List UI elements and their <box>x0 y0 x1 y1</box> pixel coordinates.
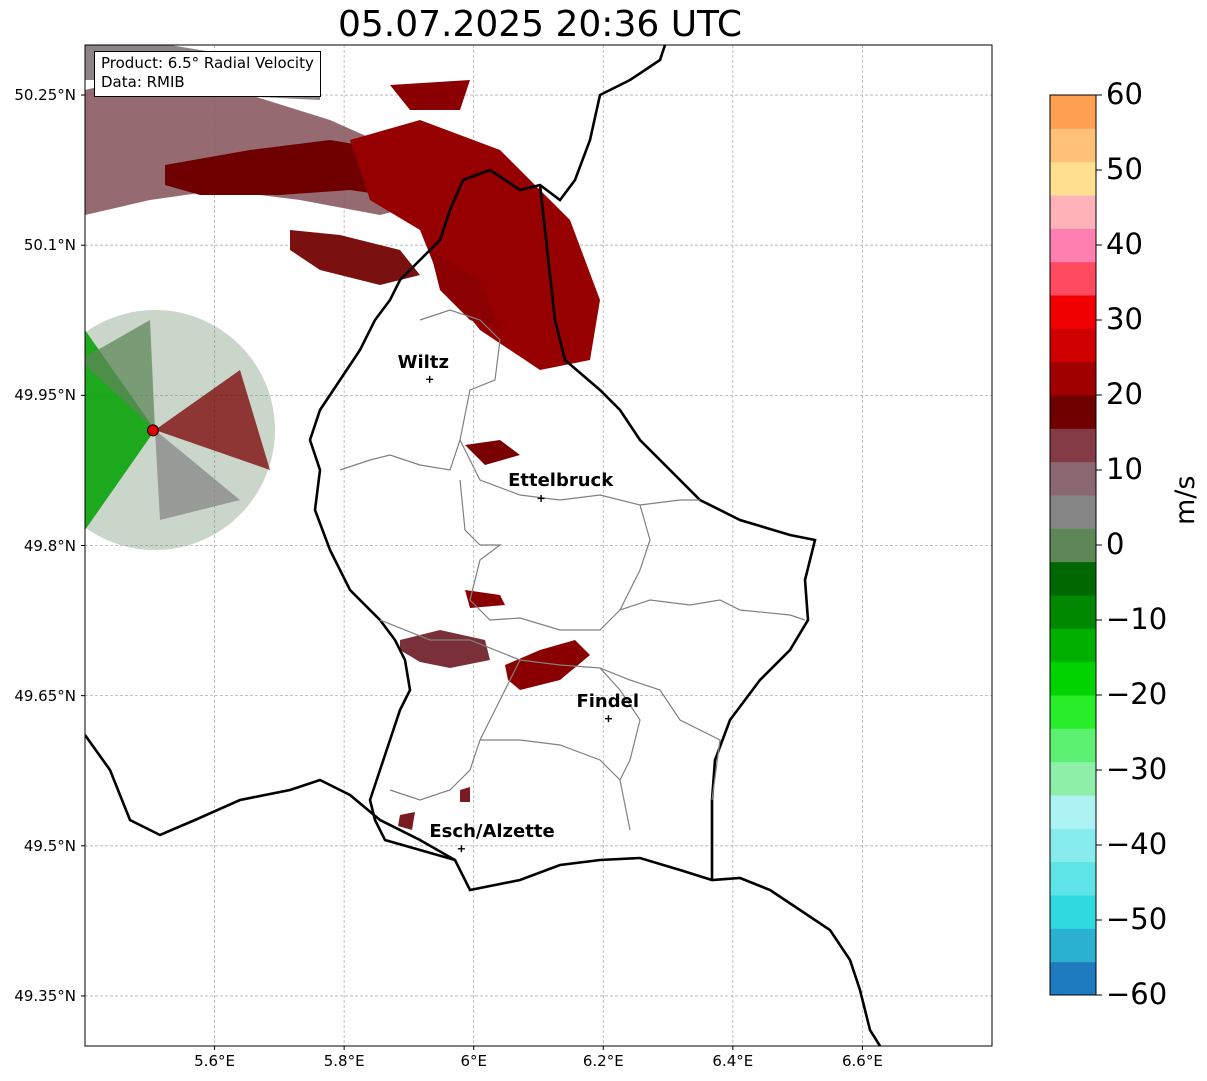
colorbar-tick-label: 60 <box>1106 77 1143 111</box>
city-marker <box>537 494 545 502</box>
radar-echoes <box>85 45 600 830</box>
colorbar-tick-label: −20 <box>1106 677 1168 711</box>
city-label: Esch/Alzette <box>429 820 555 842</box>
colorbar-unit: m/s <box>1170 475 1201 525</box>
lon-tick-label: 5.6°E <box>194 1052 235 1070</box>
colorbar-segment <box>1050 728 1096 763</box>
colorbar-segment <box>1050 261 1096 296</box>
source-label: Data: RMIB <box>101 73 185 91</box>
lat-tick-label: 49.8°N <box>23 536 76 555</box>
colorbar-segment <box>1050 161 1096 196</box>
city-marker <box>604 715 612 723</box>
colorbar-tick-label: 10 <box>1106 452 1143 486</box>
colorbar-segment <box>1050 695 1096 729</box>
colorbar-segment <box>1050 828 1096 863</box>
colorbar-segment <box>1050 895 1096 929</box>
lon-tick-label: 6°E <box>460 1052 487 1070</box>
canton-borders <box>339 309 806 831</box>
colorbar-segment <box>1050 361 1096 396</box>
lat-tick-label: 49.65°N <box>14 686 76 705</box>
colorbar-tick-label: 40 <box>1106 227 1143 261</box>
colorbar-segment <box>1050 861 1096 896</box>
colorbar <box>1049 94 1102 996</box>
colorbar-segment <box>1050 428 1096 463</box>
colorbar-tick-label: −30 <box>1106 752 1168 786</box>
colorbar-segment <box>1050 795 1096 829</box>
colorbar-segment <box>1050 761 1096 796</box>
city-label: Findel <box>576 690 639 712</box>
lon-tick-label: 5.8°E <box>323 1052 365 1070</box>
colorbar-tick-label: −60 <box>1106 977 1168 1011</box>
colorbar-segment <box>1050 961 1096 996</box>
colorbar-segment <box>1050 495 1096 529</box>
lat-tick-label: 50.25°N <box>14 86 76 105</box>
country-borders <box>85 45 882 1046</box>
city-marker <box>457 845 465 853</box>
colorbar-segment <box>1050 928 1096 963</box>
colorbar-segment <box>1050 628 1096 663</box>
colorbar-tick-label: −40 <box>1106 827 1168 861</box>
colorbar-segment <box>1050 461 1096 496</box>
colorbar-segment <box>1050 195 1096 229</box>
colorbar-tick-label: −50 <box>1106 902 1168 936</box>
colorbar-segment <box>1050 661 1096 696</box>
lat-tick-label: 49.5°N <box>23 836 76 855</box>
colorbar-tick-label: 30 <box>1106 302 1143 336</box>
radar-site-clutter <box>85 310 275 550</box>
lat-tick-label: 50.1°N <box>23 236 76 255</box>
lat-tick-label: 49.95°N <box>14 386 76 405</box>
colorbar-segment <box>1050 528 1096 563</box>
colorbar-tick-label: 20 <box>1106 377 1143 411</box>
radar-site-marker <box>147 424 160 437</box>
colorbar-segment <box>1050 595 1096 629</box>
colorbar-segment <box>1050 128 1096 163</box>
lon-tick-label: 6.4°E <box>712 1052 754 1070</box>
chart-title: 05.07.2025 20:36 UTC <box>337 4 743 45</box>
colorbar-segment <box>1050 561 1096 596</box>
colorbar-tick-label: 50 <box>1106 152 1143 186</box>
colorbar-segment <box>1050 228 1096 263</box>
colorbar-segment <box>1050 395 1096 429</box>
colorbar-segment <box>1050 95 1096 129</box>
colorbar-segment <box>1050 295 1096 329</box>
product-label: Product: 6.5° Radial Velocity <box>101 54 314 72</box>
colorbar-segment <box>1050 328 1096 363</box>
colorbar-tick-label: 0 <box>1106 527 1125 561</box>
product-info-box: Product: 6.5° Radial Velocity Data: RMIB <box>94 51 321 97</box>
lat-tick-label: 49.35°N <box>14 986 76 1005</box>
lon-tick-label: 6.6°E <box>842 1052 883 1070</box>
city-label: Wiltz <box>397 352 449 374</box>
city-marker <box>426 375 434 383</box>
lon-tick-label: 6.2°E <box>582 1052 624 1070</box>
colorbar-tick-label: −10 <box>1106 602 1168 636</box>
city-label: Ettelbruck <box>508 470 614 492</box>
